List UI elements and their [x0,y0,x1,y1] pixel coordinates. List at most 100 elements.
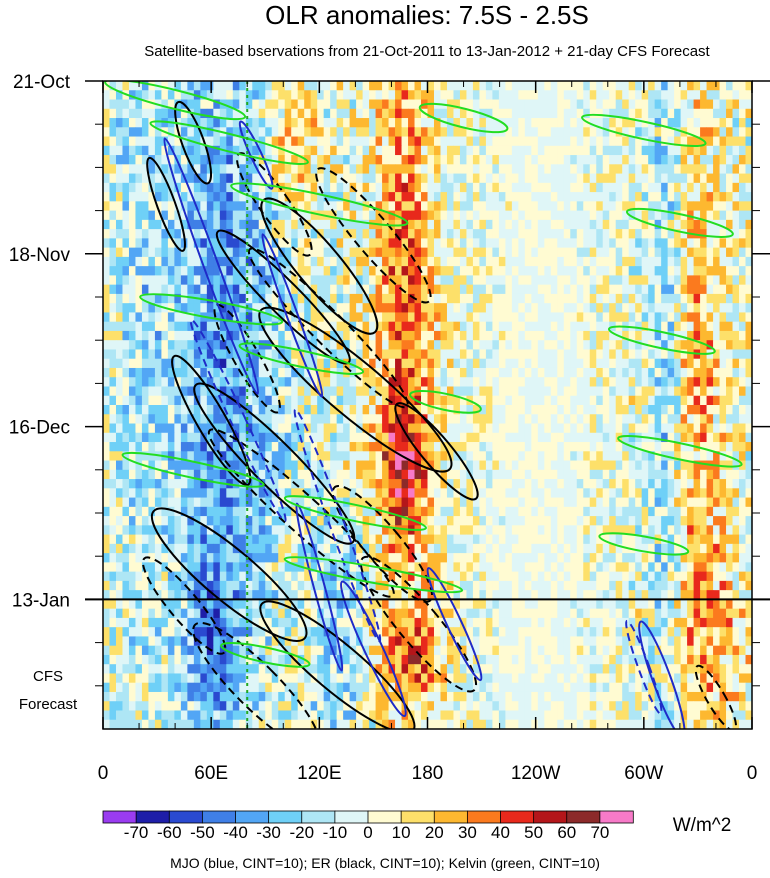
heatmap-cell [583,386,591,397]
heatmap-cell [674,173,682,184]
heatmap-cell [511,414,519,424]
heatmap-cell [180,330,188,341]
heatmap-cell [349,266,357,276]
heatmap-cell [609,145,617,156]
heatmap-cell [732,127,740,137]
heatmap-cell [258,108,266,119]
heatmap-cell [297,127,305,137]
heatmap-cell [219,432,227,443]
heatmap-cell [388,81,396,91]
heatmap-cell [615,349,623,360]
heatmap-cell [505,506,513,517]
heatmap-cell [265,460,273,471]
heatmap-cell [674,155,682,165]
heatmap-cell [187,293,195,304]
chart-subtitle: Satellite-based bservations from 21-Oct-… [144,43,710,60]
heatmap-cell [609,219,617,230]
heatmap-cell [336,266,344,276]
heatmap-cell [492,469,500,480]
heatmap-cell [154,173,162,184]
heatmap-cell [401,145,409,156]
heatmap-cell [661,238,669,249]
heatmap-cell [161,414,169,424]
heatmap-cell [206,219,214,230]
heatmap-cell [732,81,740,91]
heatmap-cell [680,395,688,406]
heatmap-cell [187,229,195,239]
heatmap-cell [304,266,312,276]
heatmap-cell [135,182,143,193]
heatmap-cell [187,451,195,461]
heatmap-cell [330,488,338,498]
heatmap-cell [317,340,325,350]
heatmap-cell [635,525,643,535]
heatmap-cell [135,293,143,304]
heatmap-cell [609,155,617,165]
heatmap-cell [492,155,500,165]
heatmap-cell [459,386,467,397]
heatmap-cell [115,201,123,211]
heatmap-cell [505,127,513,137]
heatmap-cell [265,266,273,276]
heatmap-cell [576,312,584,323]
heatmap-cell [219,219,227,230]
heatmap-cell [667,349,675,360]
heatmap-cell [148,395,156,406]
heatmap-cell [219,164,227,174]
heatmap-cell [570,164,578,174]
heatmap-cell [693,432,701,443]
heatmap-cell [187,506,195,517]
heatmap-cell [459,451,467,461]
heatmap-cell [661,414,669,424]
heatmap-cell [187,497,195,508]
heatmap-cell [414,516,422,526]
heatmap-cell [739,164,746,174]
heatmap-cell [706,201,714,211]
heatmap-cell [661,349,669,360]
heatmap-cell [174,488,182,498]
heatmap-cell [174,238,182,249]
heatmap-cell [505,312,513,323]
heatmap-cell [317,201,325,211]
heatmap-cell [278,127,286,137]
heatmap-cell [395,164,402,174]
heatmap-cell [427,488,435,498]
heatmap-cell [719,469,727,480]
heatmap-cell [537,469,545,480]
heatmap-cell [375,479,383,489]
heatmap-cell [433,155,441,165]
heatmap-cell [336,330,344,341]
heatmap-cell [330,238,338,249]
heatmap-cell [154,247,162,258]
heatmap-cell [115,247,123,258]
heatmap-cell [284,423,292,434]
heatmap-cell [128,182,136,193]
heatmap-cell [719,405,727,415]
heatmap-cell [550,414,558,424]
heatmap-cell [128,516,136,526]
heatmap-cell [667,284,675,295]
heatmap-cell [485,284,493,295]
heatmap-cell [661,321,669,332]
heatmap-cell [511,210,519,221]
heatmap-cell [103,497,110,508]
heatmap-cell [252,164,260,174]
heatmap-cell [154,414,162,424]
heatmap-cell [414,238,422,249]
heatmap-cell [245,497,253,508]
heatmap-cell [115,164,123,174]
heatmap-cell [395,173,402,184]
heatmap-cell [453,451,461,461]
heatmap-cell [563,349,571,360]
heatmap-cell [206,201,214,211]
heatmap-cell [174,349,182,360]
heatmap-cell [700,479,707,489]
heatmap-cell [148,534,156,545]
heatmap-cell [459,145,467,156]
heatmap-cell [466,136,474,147]
heatmap-cell [596,506,604,517]
heatmap-cell [719,293,727,304]
heatmap-cell [732,442,740,452]
heatmap-cell [336,423,344,434]
heatmap-cell [433,293,441,304]
